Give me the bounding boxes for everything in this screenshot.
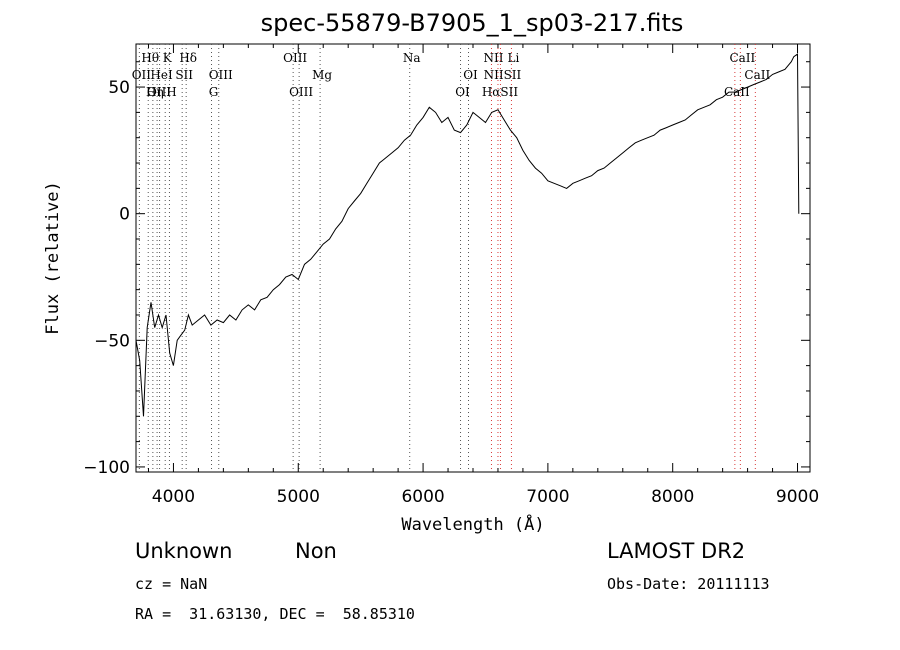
plot-frame [135, 43, 811, 473]
line-label-11: OIII [283, 51, 307, 65]
y-tick-label-2: 0 [119, 205, 130, 225]
line-label-23: CaII [724, 85, 750, 99]
object-subclass: Non [295, 539, 337, 563]
chart-title: spec-55879-B7905_1_sp03-217.fits [260, 9, 684, 37]
line-label-10: G [209, 85, 219, 99]
line-label-19: NIISII [484, 68, 522, 82]
line-label-14: Na [403, 51, 421, 65]
line-label-20: HαSII [482, 85, 519, 99]
spectrum-line [135, 53, 800, 417]
line-label-16: OI [455, 85, 470, 99]
obs-date: Obs-Date: 20111113 [607, 575, 770, 593]
line-label-3: OII [132, 68, 152, 82]
x-tick-label-0: 4000 [152, 487, 195, 507]
x-tick-label-5: 9000 [776, 487, 819, 507]
x-tick-label-1: 5000 [277, 487, 320, 507]
x-tick-label-3: 7000 [526, 487, 569, 507]
x-tick-label-4: 8000 [651, 487, 694, 507]
line-label-21: CaII [729, 51, 755, 65]
line-label-17: NII [483, 51, 503, 65]
y-tick-label-3: 50 [108, 78, 130, 98]
line-label-15: OI [463, 68, 478, 82]
object-class: Unknown [135, 539, 233, 563]
line-label-9: H [166, 85, 176, 99]
y-axis-label: Flux (relative) [43, 181, 63, 335]
coordinates: RA = 31.63130, DEC = 58.85310 [135, 605, 415, 623]
line-label-6: OIII [209, 68, 233, 82]
y-tick-label-1: −50 [94, 331, 130, 351]
line-label-8: Hη [146, 85, 164, 99]
line-label-12: Mg [312, 68, 332, 82]
line-label-2: Hδ [179, 51, 197, 65]
line-label-18: Li [508, 51, 520, 65]
line-label-22: CaII [744, 68, 770, 82]
redshift-readout: cz = NaN [135, 575, 208, 593]
line-label-13: OIII [289, 85, 313, 99]
line-label-5: SII [175, 68, 193, 82]
x-axis-label: Wavelength (Å) [401, 513, 544, 535]
survey-name: LAMOST DR2 [607, 539, 746, 563]
line-label-0: Hθ [141, 51, 159, 65]
line-label-1: K [163, 51, 173, 65]
y-tick-label-0: −100 [83, 458, 130, 478]
line-label-4: HeI [150, 68, 173, 82]
x-tick-label-2: 6000 [401, 487, 444, 507]
